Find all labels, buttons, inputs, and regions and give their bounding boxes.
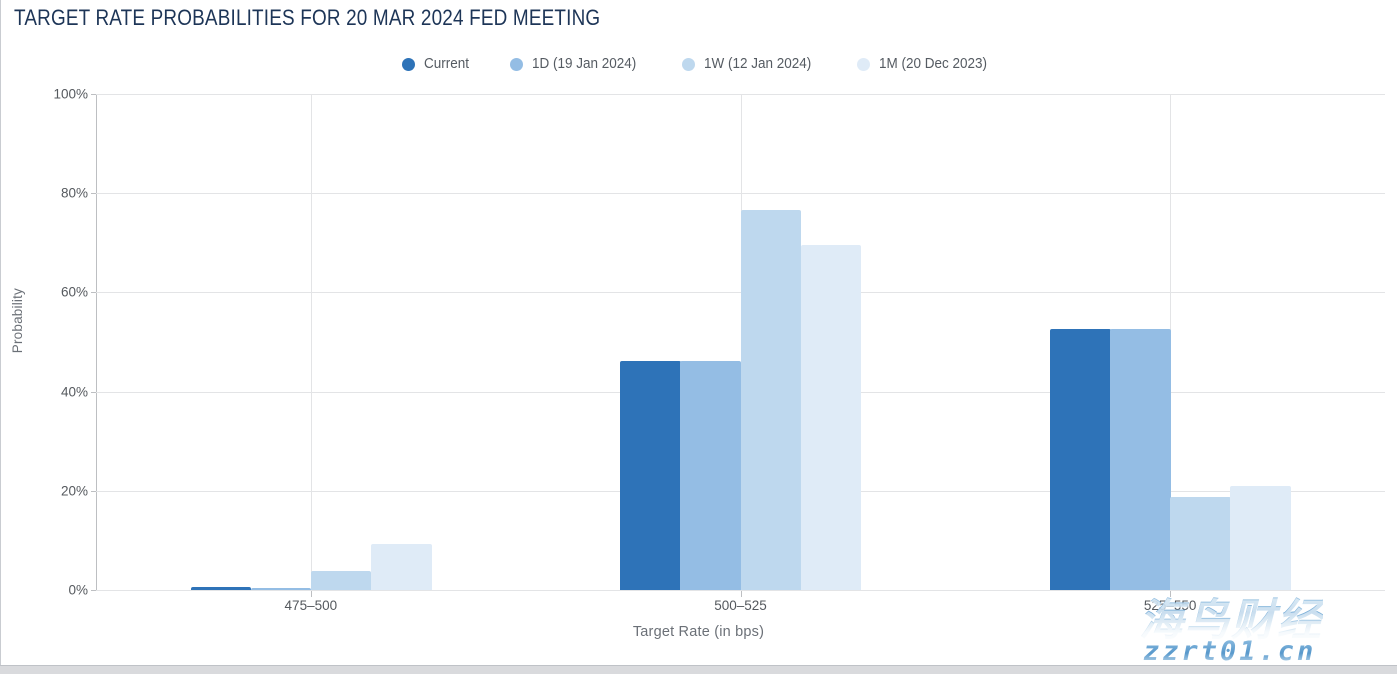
panel-bottom-border: [0, 665, 1397, 666]
y-axis-tick-label: 20%: [60, 483, 88, 499]
chart-legend: Current 1D (19 Jan 2024) 1W (12 Jan 2024…: [0, 56, 1397, 72]
bar[interactable]: [250, 588, 312, 590]
legend-swatch-icon: [509, 57, 523, 71]
x-axis-tick-mark: [310, 591, 312, 597]
panel-left-border: [0, 0, 1, 666]
legend-label: 1M (20 Dec 2023): [879, 56, 988, 72]
legend-item-1w[interactable]: 1W (12 Jan 2024): [682, 56, 819, 72]
legend-swatch-icon: [857, 57, 871, 71]
bar[interactable]: [1110, 328, 1171, 590]
y-axis-tick-mark: [91, 292, 96, 294]
legend-item-1d[interactable]: 1D (19 Jan 2024): [509, 56, 644, 72]
bar[interactable]: [1049, 328, 1111, 590]
bar[interactable]: [310, 570, 372, 590]
x-axis-title: Target Rate (in bps): [632, 624, 765, 640]
watermark-url-text: zzrt01.cn: [1143, 636, 1317, 667]
y-axis-ticks: 0% 20% 40% 60% 80% 100%: [0, 0, 88, 674]
legend-label: 1W (12 Jan 2024): [704, 56, 812, 72]
x-axis-tick-label: 525–550: [1143, 598, 1197, 613]
page-bottom-band: [0, 666, 1397, 674]
gridline-vertical: [1170, 94, 1172, 590]
chart-title: TARGET RATE PROBABILITIES FOR 20 MAR 202…: [14, 5, 601, 30]
bar[interactable]: [620, 360, 681, 590]
bar[interactable]: [370, 544, 432, 590]
y-axis-tick-mark: [91, 193, 96, 195]
y-axis-tick-mark: [91, 490, 96, 492]
bar[interactable]: [1170, 496, 1231, 590]
plot-area: [96, 94, 1385, 591]
y-axis-tick-label: 60%: [60, 284, 88, 300]
legend-label: 1D (19 Jan 2024): [531, 56, 637, 72]
gridline-vertical: [310, 94, 312, 590]
legend-swatch-icon: [401, 57, 415, 71]
y-axis-tick-label: 100%: [53, 86, 88, 102]
legend-item-1m[interactable]: 1M (20 Dec 2023): [857, 56, 995, 72]
legend-item-current[interactable]: Current: [401, 56, 472, 72]
x-axis-tick-mark: [1170, 591, 1172, 597]
bar[interactable]: [680, 360, 741, 590]
y-axis-tick-mark: [91, 94, 96, 95]
bar[interactable]: [740, 209, 802, 590]
bar[interactable]: [190, 587, 252, 590]
legend-label: Current: [423, 56, 469, 72]
bar[interactable]: [800, 245, 862, 590]
y-axis-tick-label: 40%: [60, 384, 88, 400]
y-axis-tick-label: 80%: [60, 185, 88, 201]
bar[interactable]: [1230, 485, 1291, 590]
x-axis-tick-label: 500–525: [714, 598, 767, 613]
x-axis-tick-label: 475–500: [284, 598, 338, 613]
y-axis-line: [96, 94, 97, 591]
y-axis-tick-mark: [91, 590, 96, 591]
gridline-horizontal: [96, 590, 1385, 591]
x-axis-tick-mark: [740, 591, 742, 597]
y-axis-tick-label: 0%: [68, 582, 88, 598]
y-axis-tick-mark: [91, 391, 96, 393]
legend-swatch-icon: [682, 57, 696, 71]
